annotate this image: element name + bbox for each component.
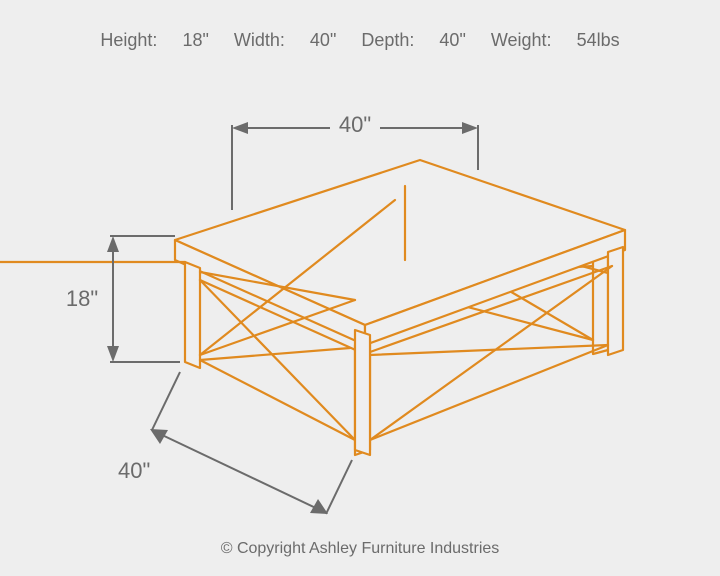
copyright-text: © Copyright Ashley Furniture Industries <box>0 540 720 558</box>
spec-depth-label: Depth: <box>361 30 414 50</box>
spec-height-value: 18" <box>182 30 208 50</box>
dim-front-depth-label: 40" <box>118 458 150 483</box>
spec-width-label: Width: <box>234 30 285 50</box>
spec-depth-value: 40" <box>439 30 465 50</box>
dim-left-height: 18" <box>66 236 180 362</box>
dim-left-height-label: 18" <box>66 286 98 311</box>
dim-front-depth: 40" <box>118 372 352 514</box>
spec-weight-label: Weight: <box>491 30 552 50</box>
center-leg <box>355 330 370 455</box>
tabletop <box>175 160 625 345</box>
dim-top-width-label: 40" <box>339 112 371 137</box>
spec-line: Height: 18" Width: 40" Depth: 40" Weight… <box>0 30 720 51</box>
diagram-canvas: Height: 18" Width: 40" Depth: 40" Weight… <box>0 0 720 576</box>
spec-width-value: 40" <box>310 30 336 50</box>
spec-weight-value: 54lbs <box>577 30 620 50</box>
spec-height-label: Height: <box>100 30 157 50</box>
drawing-svg: 40" 18" 40" <box>0 0 720 576</box>
